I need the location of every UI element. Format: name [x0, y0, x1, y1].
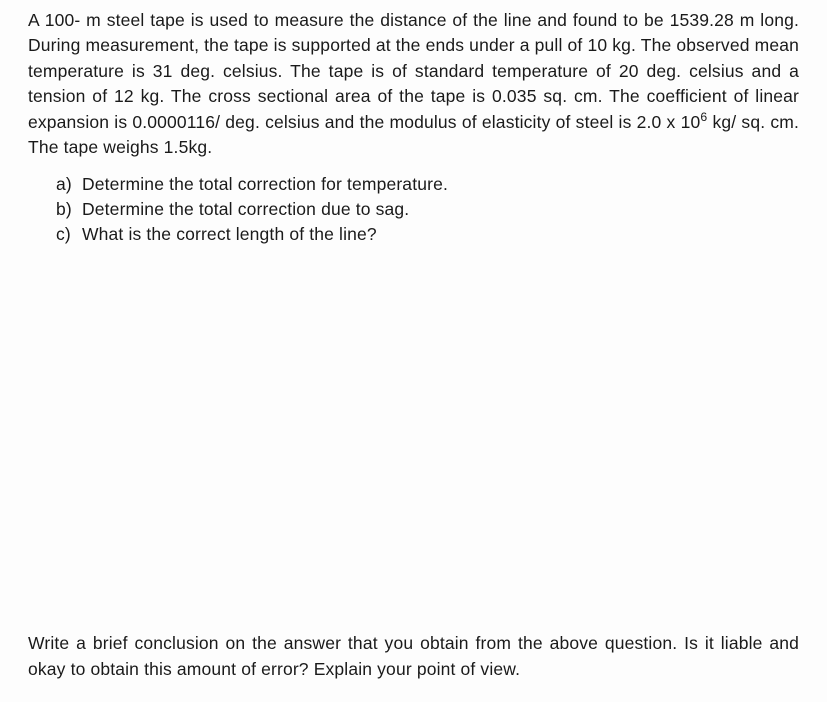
question-letter: a)	[56, 172, 82, 197]
list-item: c) What is the correct length of the lin…	[56, 222, 799, 247]
question-text: Determine the total correction due to sa…	[82, 197, 409, 222]
question-letter: c)	[56, 222, 82, 247]
problem-statement: A 100- m steel tape is used to measure t…	[28, 8, 799, 160]
question-text: Determine the total correction for tempe…	[82, 172, 448, 197]
conclusion-prompt: Write a brief conclusion on the answer t…	[28, 631, 799, 682]
list-item: a) Determine the total correction for te…	[56, 172, 799, 197]
list-item: b) Determine the total correction due to…	[56, 197, 799, 222]
question-text: What is the correct length of the line?	[82, 222, 377, 247]
conclusion-text: Write a brief conclusion on the answer t…	[28, 633, 799, 678]
question-letter: b)	[56, 197, 82, 222]
problem-text-part1: A 100- m steel tape is used to measure t…	[28, 10, 799, 132]
question-list: a) Determine the total correction for te…	[28, 172, 799, 247]
